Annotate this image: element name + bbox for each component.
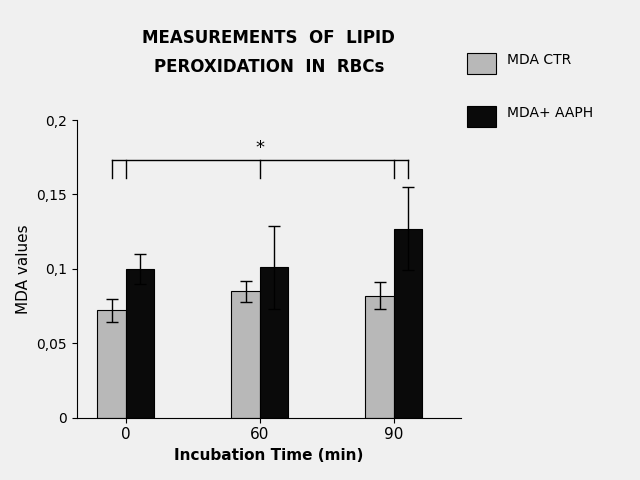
Bar	[365, 296, 394, 418]
Bar	[394, 228, 422, 418]
Bar	[97, 311, 126, 418]
Bar	[126, 269, 154, 418]
Y-axis label: MDA values: MDA values	[16, 224, 31, 313]
Text: MDA+ AAPH: MDA+ AAPH	[507, 106, 593, 120]
Text: *: *	[255, 139, 264, 157]
X-axis label: Incubation Time (min): Incubation Time (min)	[174, 448, 364, 463]
FancyBboxPatch shape	[467, 106, 496, 127]
FancyBboxPatch shape	[467, 53, 496, 74]
Text: MEASUREMENTS  OF  LIPID: MEASUREMENTS OF LIPID	[142, 29, 396, 48]
Bar	[231, 291, 260, 418]
Text: PEROXIDATION  IN  RBCs: PEROXIDATION IN RBCs	[154, 58, 384, 76]
Bar	[260, 267, 289, 418]
Text: MDA CTR: MDA CTR	[507, 53, 572, 68]
